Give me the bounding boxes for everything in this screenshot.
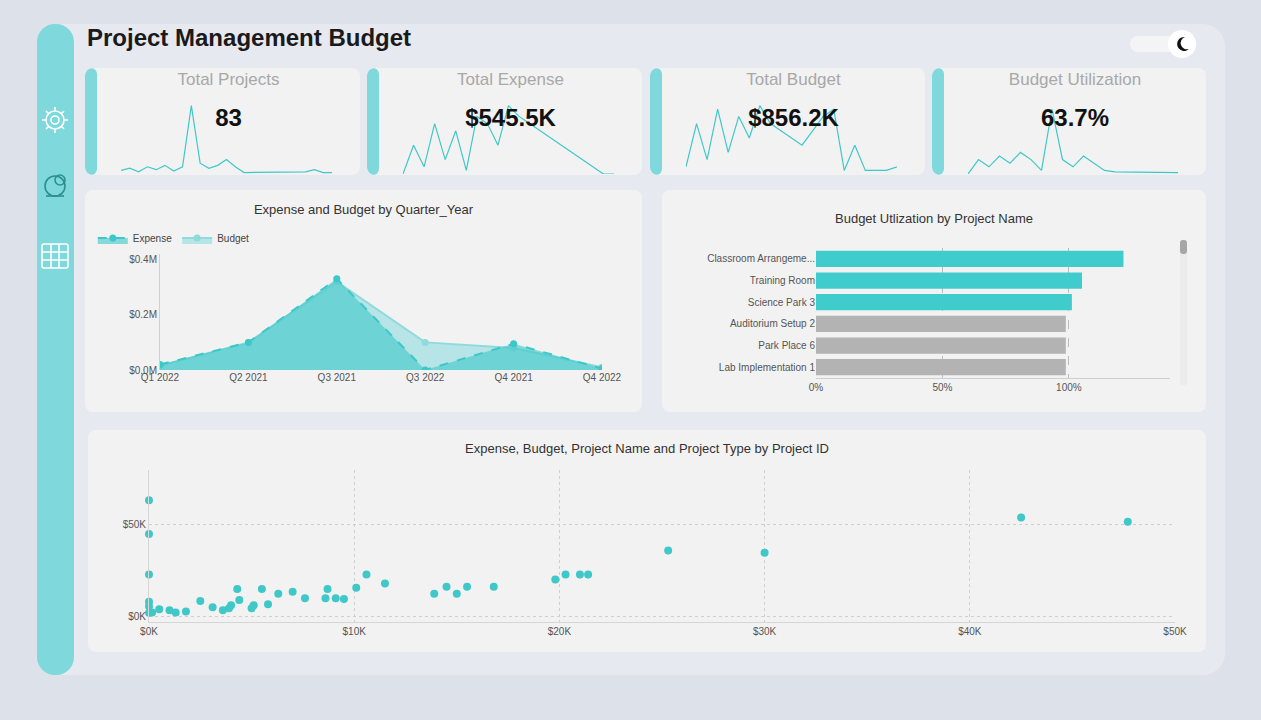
svg-text:Expense and Budget by Quarter_: Expense and Budget by Quarter_Year xyxy=(254,202,474,217)
svg-text:Science Park 3: Science Park 3 xyxy=(748,297,816,308)
svg-text:Auditorium Setup 2: Auditorium Setup 2 xyxy=(730,318,815,329)
svg-text:Budget Utlization by Project N: Budget Utlization by Project Name xyxy=(835,211,1033,226)
html-text:$545.5K: $545.5K xyxy=(465,104,556,131)
svg-text:$50K: $50K xyxy=(1163,626,1187,637)
svg-text:$0.2M: $0.2M xyxy=(129,309,157,320)
svg-text:Budget: Budget xyxy=(217,233,249,244)
svg-text:0%: 0% xyxy=(809,382,824,393)
svg-text:Lab Implementation 1: Lab Implementation 1 xyxy=(719,362,816,373)
svg-text:Q4 2021: Q4 2021 xyxy=(494,372,533,383)
svg-text:$30K: $30K xyxy=(753,626,777,637)
html-text:$856.2K: $856.2K xyxy=(748,104,839,131)
html-text:63.7%: 63.7% xyxy=(1041,104,1109,131)
svg-text:$0.0M: $0.0M xyxy=(129,365,157,376)
html-text:Total Expense: Total Expense xyxy=(457,70,564,89)
html-text:Budget Utilization: Budget Utilization xyxy=(1008,70,1142,89)
svg-text:$40K: $40K xyxy=(958,626,982,637)
svg-text:50%: 50% xyxy=(932,382,952,393)
svg-text:Q4 2022: Q4 2022 xyxy=(583,372,622,383)
svg-text:$20K: $20K xyxy=(548,626,572,637)
html-text:Total Budget: Total Budget xyxy=(746,70,841,89)
svg-text:Expense: Expense xyxy=(133,233,172,244)
html-text:Project Management Budget: Project Management Budget xyxy=(87,24,411,51)
svg-text:Q3 2021: Q3 2021 xyxy=(318,372,357,383)
svg-text:Q3 2022: Q3 2022 xyxy=(406,372,445,383)
svg-text:$10K: $10K xyxy=(343,626,367,637)
svg-text:100%: 100% xyxy=(1056,382,1082,393)
svg-text:Classroom Arrangeme...: Classroom Arrangeme... xyxy=(707,253,815,264)
svg-text:$0K: $0K xyxy=(128,611,146,622)
svg-text:Q1 2022: Q1 2022 xyxy=(141,372,180,383)
html-text:83: 83 xyxy=(215,104,242,131)
svg-text:Expense, Budget, Project Name: Expense, Budget, Project Name and Projec… xyxy=(465,441,829,456)
svg-text:Park Place 6: Park Place 6 xyxy=(758,340,815,351)
svg-text:Q2 2021: Q2 2021 xyxy=(229,372,268,383)
html-text:Total Projects: Total Projects xyxy=(177,70,280,89)
svg-text:$0.4M: $0.4M xyxy=(129,254,157,265)
svg-text:Training Room: Training Room xyxy=(750,275,815,286)
svg-text:$0K: $0K xyxy=(140,626,158,637)
svg-text:$50K: $50K xyxy=(123,519,147,530)
